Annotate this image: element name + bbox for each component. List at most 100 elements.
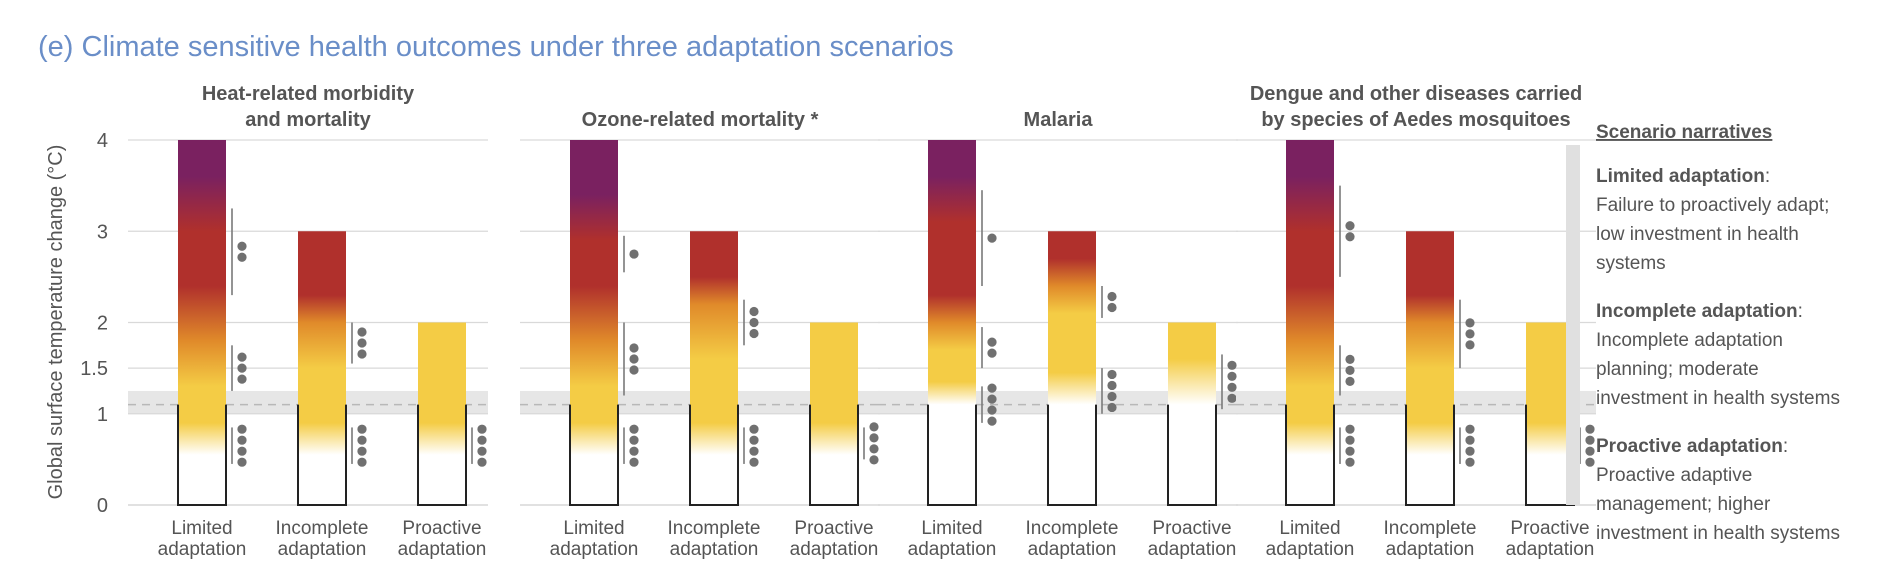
panel-title: by species of Aedes mosquitoes	[1261, 109, 1570, 131]
confidence-dot	[237, 352, 247, 362]
confidence-dot	[1345, 354, 1355, 365]
legend-divider-bar	[1566, 145, 1580, 505]
confidence-dot	[869, 422, 879, 432]
category-label: adaptation	[1266, 539, 1355, 560]
confidence-dot	[1465, 457, 1475, 467]
confidence-dot	[629, 249, 639, 259]
legend-item-description: Proactive adaptive	[1596, 465, 1752, 486]
legend-item-description: low investment in health	[1596, 224, 1799, 245]
y-tick-label: 1	[97, 404, 108, 426]
bar-baseline-outline	[809, 404, 859, 506]
y-tick-label: 4	[97, 130, 108, 152]
confidence-dot	[357, 349, 367, 359]
risk-bar	[418, 322, 466, 505]
confidence-dot	[1465, 435, 1475, 445]
confidence-dot	[1345, 365, 1355, 376]
bar-baseline-outline	[297, 404, 347, 506]
bar-baseline-outline	[1405, 404, 1455, 506]
figure-title: (e) Climate sensitive health outcomes un…	[38, 31, 954, 63]
confidence-dot	[987, 337, 997, 347]
confidence-dot	[987, 394, 997, 404]
confidence-dot	[749, 317, 759, 328]
risk-bar	[810, 322, 858, 505]
confidence-dot	[237, 446, 247, 456]
confidence-dot	[1465, 424, 1475, 434]
legend-item-description: management; higher	[1596, 494, 1771, 515]
confidence-dot	[629, 435, 639, 445]
confidence-dot	[1345, 446, 1355, 456]
confidence-dot	[869, 444, 879, 454]
legend-item-description: Incomplete adaptation	[1596, 330, 1783, 351]
confidence-dot	[1345, 457, 1355, 467]
risk-bar	[1168, 322, 1216, 505]
category-label: Incomplete	[668, 518, 761, 539]
panel-4: Dengue and other diseases carried by spec…	[1236, 83, 1596, 560]
category-label: Incomplete	[1384, 518, 1477, 539]
bar-baseline-outline	[1285, 404, 1335, 506]
confidence-dot	[629, 354, 639, 364]
category-label: Limited	[1279, 518, 1340, 539]
confidence-dot	[1345, 232, 1355, 242]
y-tick-label: 2	[97, 313, 108, 335]
confidence-dot	[987, 383, 997, 393]
confidence-dot	[357, 435, 367, 445]
bar-baseline-outline	[927, 404, 977, 506]
confidence-dot	[749, 457, 759, 467]
y-axis-label: Global surface temperature change (°C)	[45, 145, 67, 500]
legend-item-description: planning; moderate	[1596, 359, 1759, 380]
confidence-dot	[237, 252, 247, 262]
legend-divider	[1566, 145, 1580, 505]
risk-bar	[1048, 231, 1096, 505]
category-label: adaptation	[278, 539, 367, 560]
confidence-dot	[237, 241, 247, 251]
confidence-dot	[477, 424, 487, 434]
category-label: adaptation	[1148, 539, 1237, 560]
confidence-dot	[477, 446, 487, 456]
scenario-legend: Scenario narratives Limited adaptation: Fa…	[1596, 122, 1840, 544]
legend-heading: Scenario narratives	[1596, 122, 1772, 143]
confidence-dot	[237, 363, 247, 373]
confidence-dot	[1107, 391, 1117, 402]
legend-item-title: Proactive adaptation:	[1596, 436, 1788, 457]
confidence-dot	[629, 446, 639, 456]
confidence-dot	[987, 348, 997, 358]
confidence-dot	[749, 446, 759, 456]
confidence-dot	[1107, 380, 1117, 391]
y-tick-label: 3	[97, 221, 108, 243]
confidence-dot	[1585, 435, 1595, 445]
category-label: adaptation	[1386, 539, 1475, 560]
category-label: Proactive	[794, 518, 873, 539]
category-label: Limited	[563, 518, 624, 539]
confidence-dot	[749, 306, 759, 317]
category-label: adaptation	[790, 539, 879, 560]
confidence-dot	[1585, 446, 1595, 456]
confidence-dot	[869, 433, 879, 443]
confidence-dot	[237, 424, 247, 434]
confidence-dot	[237, 374, 247, 384]
y-axis-ticks: 0 1 1.5 2 3 4	[80, 130, 108, 517]
bar-baseline-outline	[569, 404, 619, 506]
confidence-dot	[357, 424, 367, 434]
confidence-dot	[987, 233, 997, 243]
confidence-dot	[1345, 376, 1355, 387]
confidence-dot	[1345, 435, 1355, 445]
confidence-dot	[1465, 318, 1475, 328]
confidence-dot	[237, 435, 247, 445]
legend-item-description: systems	[1596, 253, 1666, 274]
bar-baseline-outline	[177, 404, 227, 506]
confidence-dot	[749, 328, 759, 339]
confidence-dot	[1227, 360, 1237, 370]
category-label: adaptation	[1506, 539, 1595, 560]
panel-title: Dengue and other diseases carried	[1250, 83, 1582, 105]
category-label: adaptation	[1028, 539, 1117, 560]
panel-3: MalariaLimitedadaptationIncompleteadapta…	[878, 109, 1238, 560]
risk-bar	[298, 231, 346, 505]
risk-bar	[928, 140, 976, 505]
confidence-dot	[1465, 446, 1475, 456]
risk-bar	[570, 140, 618, 505]
confidence-dot	[1345, 221, 1355, 231]
y-tick-label: 1.5	[80, 358, 108, 380]
confidence-dot	[1227, 371, 1237, 381]
confidence-dot	[477, 457, 487, 467]
